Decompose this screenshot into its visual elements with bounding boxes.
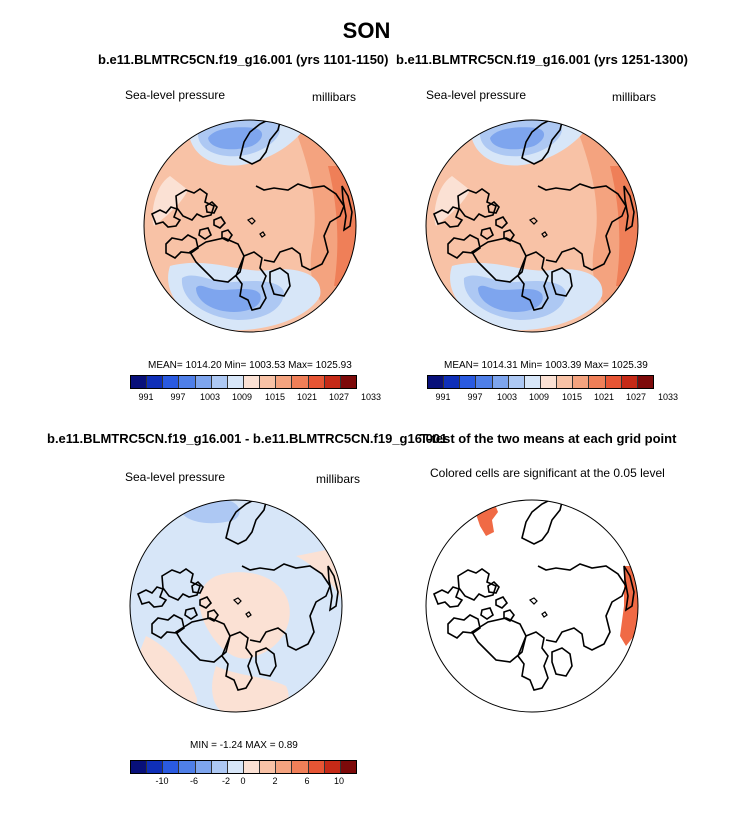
colorbar-swatch	[147, 761, 164, 773]
panel1-variable: Sea-level pressure	[125, 88, 226, 102]
colorbar-swatch	[195, 376, 212, 388]
colorbar-swatch	[324, 376, 341, 388]
panel2-colorbar	[427, 375, 654, 389]
colorbar-swatch	[524, 376, 541, 388]
panel2-title: b.e11.BLMTRC5CN.f19_g16.001 (yrs 1251-13…	[396, 52, 688, 67]
tick-label: 997	[467, 392, 483, 402]
tick-label: 1003	[199, 392, 221, 402]
tick-label: 0	[240, 776, 246, 786]
tick-label: 1009	[231, 392, 253, 402]
tick-label: 1015	[561, 392, 583, 402]
tick-label: 1021	[593, 392, 615, 402]
panel1-stats: MEAN= 1014.20 Min= 1003.53 Max= 1025.93	[148, 360, 352, 371]
tick-label: 1027	[625, 392, 647, 402]
colorbar-swatch	[131, 761, 148, 773]
tick-label: 991	[435, 392, 451, 402]
panel4-title: T-test of the two means at each grid poi…	[420, 431, 677, 446]
panel3-units: millibars	[316, 472, 361, 486]
tick-label: 10	[333, 776, 345, 786]
tick-label: -6	[189, 776, 199, 786]
tick-label: 1003	[496, 392, 518, 402]
colorbar-swatch	[540, 376, 558, 388]
panel3-colorbar	[130, 760, 357, 774]
panel3-stats: MIN = -1.24 MAX = 0.89	[190, 740, 298, 751]
panel2-variable: Sea-level pressure	[426, 88, 527, 102]
colorbar-swatch	[131, 376, 148, 388]
colorbar-swatch	[276, 376, 293, 388]
colorbar-swatch	[460, 376, 477, 388]
colorbar-swatch	[557, 376, 574, 388]
colorbar-swatch	[243, 376, 261, 388]
tick-label: -2	[221, 776, 231, 786]
tick-label: 991	[138, 392, 154, 402]
panel4-subtitle: Colored cells are significant at the 0.0…	[430, 466, 665, 480]
colorbar-swatch	[276, 761, 293, 773]
colorbar-swatch	[163, 376, 180, 388]
tick-label: 6	[304, 776, 310, 786]
colorbar-swatch	[589, 376, 606, 388]
colorbar-swatch	[492, 376, 509, 388]
colorbar-swatch	[211, 761, 228, 773]
colorbar-swatch	[292, 376, 309, 388]
tick-label: 2	[272, 776, 278, 786]
tick-label: -10	[155, 776, 169, 786]
tick-label: 997	[170, 392, 186, 402]
panel2-units: millibars	[612, 90, 657, 104]
panel3-variable: Sea-level pressure	[125, 470, 226, 484]
tick-label: 1021	[296, 392, 318, 402]
colorbar-swatch	[260, 376, 277, 388]
main-title: SON	[342, 18, 391, 43]
tick-label: 1027	[328, 392, 350, 402]
colorbar-swatch	[428, 376, 445, 388]
colorbar-swatch	[444, 376, 461, 388]
panel1-units: millibars	[312, 90, 357, 104]
colorbar-swatch	[637, 376, 653, 388]
panel3-map	[129, 499, 343, 713]
colorbar-swatch	[308, 376, 325, 388]
colorbar-swatch	[605, 376, 622, 388]
panel1-colorbar	[130, 375, 357, 389]
colorbar-swatch	[340, 761, 356, 773]
colorbar-swatch	[308, 761, 325, 773]
colorbar-swatch	[292, 761, 309, 773]
colorbar-swatch	[179, 376, 196, 388]
tick-label: 1033	[657, 392, 679, 402]
colorbar-swatch	[179, 761, 196, 773]
colorbar-swatch	[195, 761, 212, 773]
colorbar-swatch	[227, 376, 244, 388]
colorbar-swatch	[227, 761, 244, 773]
panel3-title: b.e11.BLMTRC5CN.f19_g16.001 - b.e11.BLMT…	[47, 431, 448, 446]
colorbar-swatch	[573, 376, 590, 388]
colorbar-swatch	[211, 376, 228, 388]
panel2-stats: MEAN= 1014.31 Min= 1003.39 Max= 1025.39	[444, 360, 648, 371]
colorbar-swatch	[260, 761, 277, 773]
colorbar-swatch	[508, 376, 525, 388]
colorbar-swatch	[147, 376, 164, 388]
colorbar-swatch	[243, 761, 261, 773]
panel4-map	[425, 499, 639, 713]
panel2-map	[425, 119, 639, 333]
tick-label: 1009	[528, 392, 550, 402]
colorbar-swatch	[324, 761, 341, 773]
colorbar-swatch	[340, 376, 356, 388]
colorbar-swatch	[621, 376, 638, 388]
panel1-title: b.e11.BLMTRC5CN.f19_g16.001 (yrs 1101-11…	[98, 52, 389, 67]
panel1-map	[143, 119, 357, 333]
tick-label: 1015	[264, 392, 286, 402]
colorbar-swatch	[476, 376, 493, 388]
colorbar-swatch	[163, 761, 180, 773]
tick-label: 1033	[360, 392, 382, 402]
